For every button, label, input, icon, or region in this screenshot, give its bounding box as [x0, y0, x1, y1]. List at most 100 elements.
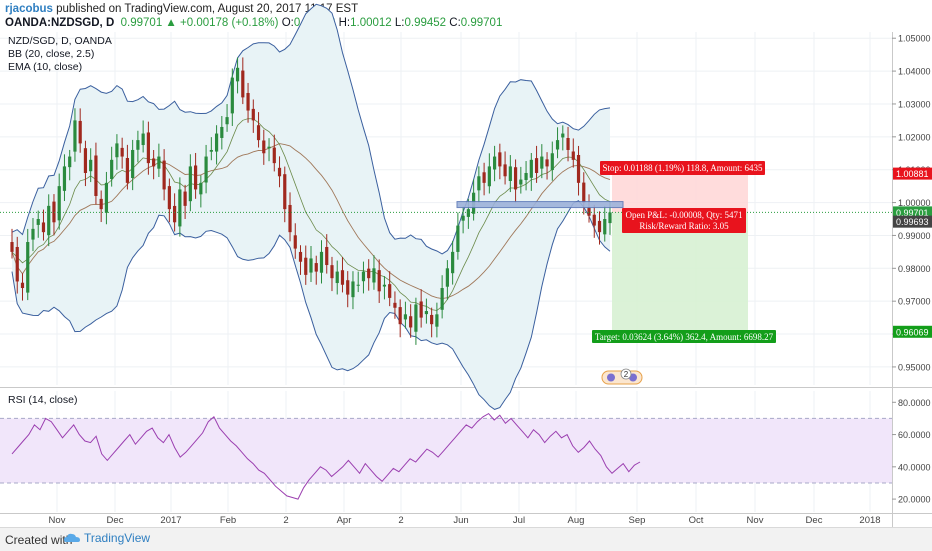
candle-body	[503, 164, 506, 176]
price-tick-label: 1.05000	[898, 34, 931, 44]
candle-body	[42, 222, 45, 232]
candle-body	[115, 143, 118, 157]
candle-body	[498, 152, 501, 166]
rsi-tick-label: 20.0000	[898, 495, 931, 505]
rsi-tick-label: 40.0000	[898, 462, 931, 472]
candle-body	[477, 176, 480, 190]
candle-body	[89, 160, 92, 171]
candle-body	[545, 159, 548, 166]
candle-body	[16, 247, 19, 281]
time-tick-label: Dec	[107, 515, 124, 526]
candle-body	[241, 71, 244, 98]
candle-body	[587, 207, 590, 215]
candle-body	[94, 156, 97, 196]
time-tick-label: 2	[398, 515, 403, 526]
price-tick-label: 0.98000	[898, 264, 931, 274]
candle-body	[488, 166, 491, 186]
candle-body	[577, 155, 580, 183]
tradingview-brand[interactable]: TradingView	[64, 531, 150, 545]
candle-body	[231, 78, 234, 114]
event-dot-icon	[607, 374, 615, 382]
pnl-label-text: Risk/Reward Ratio: 3.05	[639, 221, 729, 231]
rsi-tick-label: 60.0000	[898, 430, 931, 440]
candle-body	[383, 285, 386, 287]
candle-body	[409, 316, 412, 327]
time-tick-label: Apr	[337, 515, 352, 526]
candle-body	[136, 140, 139, 150]
legend-ema[interactable]: EMA (10, close)	[8, 61, 82, 73]
pnl-label-text: Open P&L: -0.00008, Qty: 5471	[626, 210, 743, 220]
time-tick-label: Oct	[689, 515, 704, 526]
candle-body	[551, 153, 554, 170]
rsi-tick-label: 80.0000	[898, 398, 931, 408]
candle-body	[163, 161, 166, 190]
time-tick-label: 2	[283, 515, 288, 526]
legend-bollinger[interactable]: BB (20, close, 2.5)	[8, 48, 94, 60]
candle-body	[26, 242, 29, 293]
candle-body	[378, 270, 381, 291]
candle-body	[173, 206, 176, 222]
candle-body	[210, 150, 213, 152]
candle-body	[246, 93, 249, 111]
price-tick-label: 0.97000	[898, 297, 931, 307]
candle-body	[157, 157, 160, 169]
candle-body	[21, 283, 24, 288]
candle-body	[540, 157, 543, 169]
candle-body	[435, 314, 438, 326]
candle-body	[262, 141, 265, 154]
candle-body	[220, 127, 223, 138]
candle-body	[168, 186, 171, 209]
candle-body	[357, 285, 360, 286]
candle-body	[100, 199, 103, 209]
candle-body	[304, 258, 307, 275]
candle-body	[325, 247, 328, 265]
candle-body	[236, 68, 239, 82]
candle-body	[152, 158, 155, 166]
candle-body	[315, 263, 318, 272]
created-with-text: Created with	[5, 533, 72, 547]
candle-body	[524, 173, 527, 180]
stop-label-text: Stop: 0.01188 (1.19%) 118.8, Amount: 643…	[602, 163, 763, 173]
candle-body	[425, 311, 428, 314]
candle-body	[147, 132, 150, 163]
candle-body	[288, 205, 291, 232]
tradingview-label: TradingView	[84, 531, 150, 545]
position-zones	[612, 174, 748, 332]
candle-body	[336, 272, 339, 283]
candle-body	[283, 174, 286, 209]
candle-body	[346, 280, 349, 294]
target-price-tag: 0.96069	[893, 326, 932, 338]
candle-body	[399, 307, 402, 324]
pnl-label: Open P&L: -0.00008, Qty: 5471Risk/Reward…	[622, 208, 746, 233]
candle-body	[467, 209, 470, 217]
time-tick-label: Dec	[806, 515, 823, 526]
time-tick-label: 2018	[859, 515, 880, 526]
target-price-tag-text: 0.96069	[896, 327, 929, 337]
candle-body	[483, 172, 486, 183]
candle-body	[105, 183, 108, 213]
price-tick-label: 1.03000	[898, 99, 931, 109]
candle-body	[194, 165, 197, 189]
candle-body	[535, 158, 538, 173]
entry-price-tag-text: 0.99693	[896, 217, 929, 227]
candle-body	[178, 189, 181, 226]
legend-rsi[interactable]: RSI (14, close)	[8, 394, 77, 406]
candle-body	[204, 157, 207, 183]
candle-body	[451, 252, 454, 273]
candle-body	[603, 219, 606, 234]
candle-body	[58, 186, 61, 220]
candle-body	[320, 252, 323, 273]
candle-body	[52, 202, 55, 223]
price-tick-label: 0.95000	[898, 362, 931, 372]
candle-body	[362, 272, 365, 282]
price-tick-label: 1.02000	[898, 132, 931, 142]
candle-body	[414, 304, 417, 331]
candle-body	[404, 314, 407, 319]
candle-body	[142, 134, 145, 145]
candle-body	[278, 168, 281, 176]
candle-body	[31, 229, 34, 240]
candle-body	[184, 192, 187, 206]
time-tick-label: Jun	[453, 515, 468, 526]
time-tick-label: Nov	[747, 515, 764, 526]
